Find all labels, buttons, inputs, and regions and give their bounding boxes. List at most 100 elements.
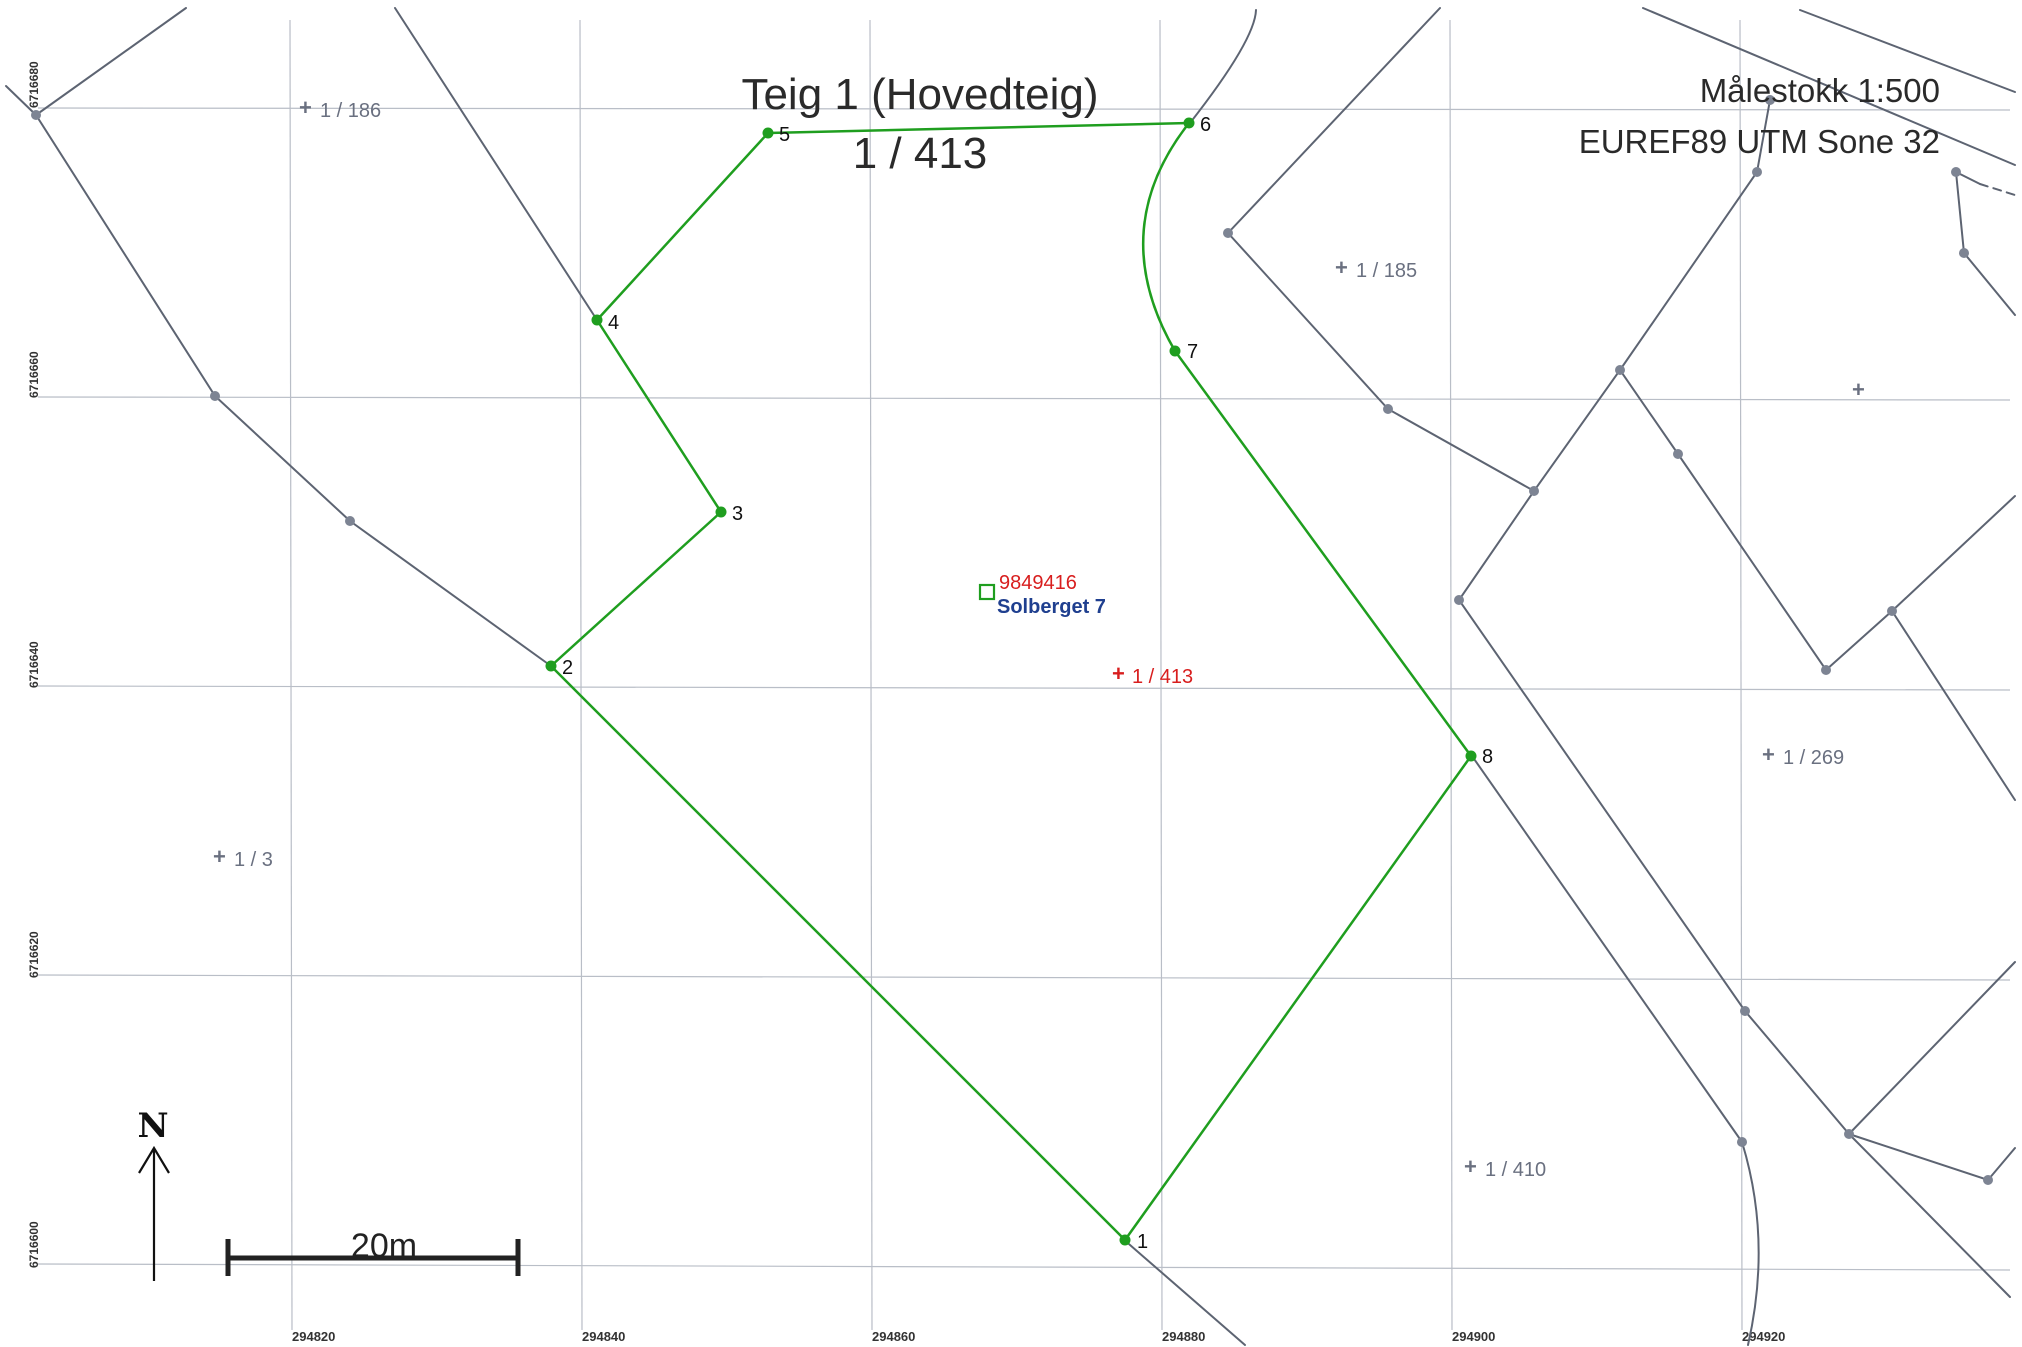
neighbor-parcel-1-410: + 1 / 410 bbox=[1464, 1154, 1546, 1181]
boundary-point-5 bbox=[762, 127, 774, 139]
neighbor-boundary-line bbox=[1848, 1133, 2016, 1182]
neighbor-plus-icon: + bbox=[1762, 742, 1775, 767]
neighbor-boundary-line bbox=[1189, 9, 1257, 124]
neighbor-parcel-label: 1 / 3 bbox=[234, 849, 273, 871]
boundary-point-label: 2 bbox=[562, 657, 573, 679]
neighbor-boundary-line bbox=[1955, 171, 2016, 316]
neighbor-vertex bbox=[1844, 1129, 1854, 1139]
grid-line-e294920 bbox=[1739, 19, 1743, 1331]
easting-label: 294820 bbox=[292, 1329, 335, 1344]
grid-line-n6716620 bbox=[37, 974, 2011, 981]
boundary-point-label: 5 bbox=[779, 124, 790, 146]
neighbor-parcel-1-186: + 1 / 186 bbox=[299, 95, 381, 122]
easting-label: 294840 bbox=[582, 1329, 625, 1344]
neighbor-boundary-line bbox=[1227, 7, 1441, 234]
grid-line-e294820 bbox=[289, 19, 293, 1331]
neighbor-vertex bbox=[1615, 365, 1625, 375]
grid-line-n6716600 bbox=[37, 1263, 2011, 1271]
grid-line-n6716640 bbox=[37, 685, 2011, 691]
building-id: 9849416 bbox=[999, 572, 1077, 594]
neighbor-vertex bbox=[1454, 595, 1464, 605]
boundary-point-labels: 1 2 3 4 5 6 7 8 bbox=[562, 114, 1493, 1253]
north-arrow-icon bbox=[138, 1145, 170, 1281]
building-square-icon bbox=[978, 583, 996, 601]
easting-label: 294880 bbox=[1162, 1329, 1205, 1344]
neighbor-vertex bbox=[1673, 449, 1683, 459]
main-parcel-boundary bbox=[549, 121, 1473, 1242]
neighbor-plus-icon: + bbox=[1852, 377, 1865, 402]
neighbor-boundary-line bbox=[1457, 490, 2016, 1136]
easting-label: 294900 bbox=[1452, 1329, 1495, 1344]
scale-bar: 20m bbox=[225, 1227, 521, 1276]
neighbor-vertex bbox=[31, 110, 41, 120]
boundary-polygon bbox=[549, 121, 1473, 1242]
neighbor-vertex bbox=[1983, 1175, 1993, 1185]
neighbor-plus-icon: + bbox=[1335, 255, 1348, 280]
neighbor-boundary-line bbox=[1471, 755, 1743, 1143]
scale-bar-icon bbox=[225, 1239, 521, 1276]
neighbor-vertex bbox=[1529, 486, 1539, 496]
neighbor-boundary-line bbox=[1799, 9, 2016, 93]
grid-line-e294900 bbox=[1449, 19, 1453, 1331]
boundary-point-4 bbox=[591, 314, 603, 326]
neighbor-boundary-line bbox=[5, 85, 37, 116]
neighbor-boundary-line bbox=[35, 114, 552, 667]
neighbor-plus-icon: + bbox=[299, 95, 312, 120]
neighbor-boundaries bbox=[5, 7, 2016, 1346]
neighbor-plus-icon: + bbox=[213, 844, 226, 869]
neighbor-vertices bbox=[31, 95, 1993, 1185]
neighbor-parcel-unlabeled: + bbox=[1852, 377, 1865, 402]
neighbor-vertex bbox=[1737, 1137, 1747, 1147]
neighbor-vertex bbox=[1951, 167, 1961, 177]
neighbor-parcel-labels: + 1 / 186 + 1 / 185 + 1 / 3 + 1 / 269 + … bbox=[213, 95, 1865, 1181]
neighbor-boundary-line bbox=[394, 7, 598, 321]
neighbor-parcel-1-3: + 1 / 3 bbox=[213, 844, 273, 871]
boundary-point-label: 3 bbox=[732, 503, 743, 525]
map-metadata: Målestokk 1:500 EUREF89 UTM Sone 32 bbox=[1579, 72, 1940, 160]
neighbor-boundary-line bbox=[1227, 99, 1771, 493]
neighbor-boundary-line bbox=[1848, 1133, 2011, 1298]
neighbor-vertex bbox=[1740, 1006, 1750, 1016]
neighbor-boundary-line bbox=[1891, 610, 2016, 801]
neighbor-vertex bbox=[1959, 248, 1969, 258]
grid-line-e294840 bbox=[579, 19, 583, 1331]
boundary-point-label: 8 bbox=[1482, 746, 1493, 768]
boundary-point-label: 6 bbox=[1200, 114, 1211, 136]
neighbor-vertex bbox=[210, 391, 220, 401]
grid-line-e294880 bbox=[1159, 19, 1163, 1331]
northing-label: 6716620 bbox=[27, 931, 41, 978]
neighbor-vertex bbox=[345, 516, 355, 526]
neighbor-parcel-label: 1 / 269 bbox=[1783, 747, 1844, 769]
title-line-1: Teig 1 (Hovedteig) bbox=[741, 70, 1098, 119]
neighbor-parcel-label: 1 / 410 bbox=[1485, 1159, 1546, 1181]
neighbor-vertex bbox=[1383, 404, 1393, 414]
neighbor-parcel-label: 1 / 186 bbox=[320, 100, 381, 122]
grid-line-e294860 bbox=[869, 19, 873, 1331]
northing-label: 6716660 bbox=[27, 351, 41, 398]
neighbor-boundary-line-dashed bbox=[1979, 183, 2016, 196]
neighbor-parcel-1-269: + 1 / 269 bbox=[1762, 742, 1844, 769]
northing-label: 6716640 bbox=[27, 641, 41, 688]
boundary-point-label: 7 bbox=[1187, 341, 1198, 363]
northing-label: 6716600 bbox=[27, 1221, 41, 1268]
map-title: Teig 1 (Hovedteig) 1 / 413 bbox=[741, 70, 1098, 178]
main-parcel-label-group: + 1 / 413 bbox=[1112, 661, 1193, 688]
scale-bar-label: 20m bbox=[351, 1227, 417, 1265]
neighbor-boundary-line bbox=[1642, 7, 2016, 166]
neighbor-boundary-line bbox=[35, 7, 187, 116]
neighbor-vertex bbox=[1821, 665, 1831, 675]
boundary-point-label: 4 bbox=[608, 312, 619, 334]
neighbor-boundary-line bbox=[1619, 369, 2016, 672]
northing-label: 6716680 bbox=[27, 61, 41, 108]
grid-line-n6716680 bbox=[37, 107, 2011, 111]
title-line-2: 1 / 413 bbox=[853, 129, 988, 178]
boundary-point-7 bbox=[1169, 345, 1181, 357]
grid-line-n6716660 bbox=[37, 396, 2011, 401]
boundary-point-6 bbox=[1183, 117, 1195, 129]
main-parcel-label: 1 / 413 bbox=[1132, 666, 1193, 688]
northing-labels: 6716680 6716660 6716640 6716620 6716600 bbox=[27, 61, 41, 1268]
neighbor-boundary-line bbox=[1121, 1237, 1246, 1346]
main-parcel-plus-icon: + bbox=[1112, 661, 1125, 686]
boundary-point-3 bbox=[715, 506, 727, 518]
